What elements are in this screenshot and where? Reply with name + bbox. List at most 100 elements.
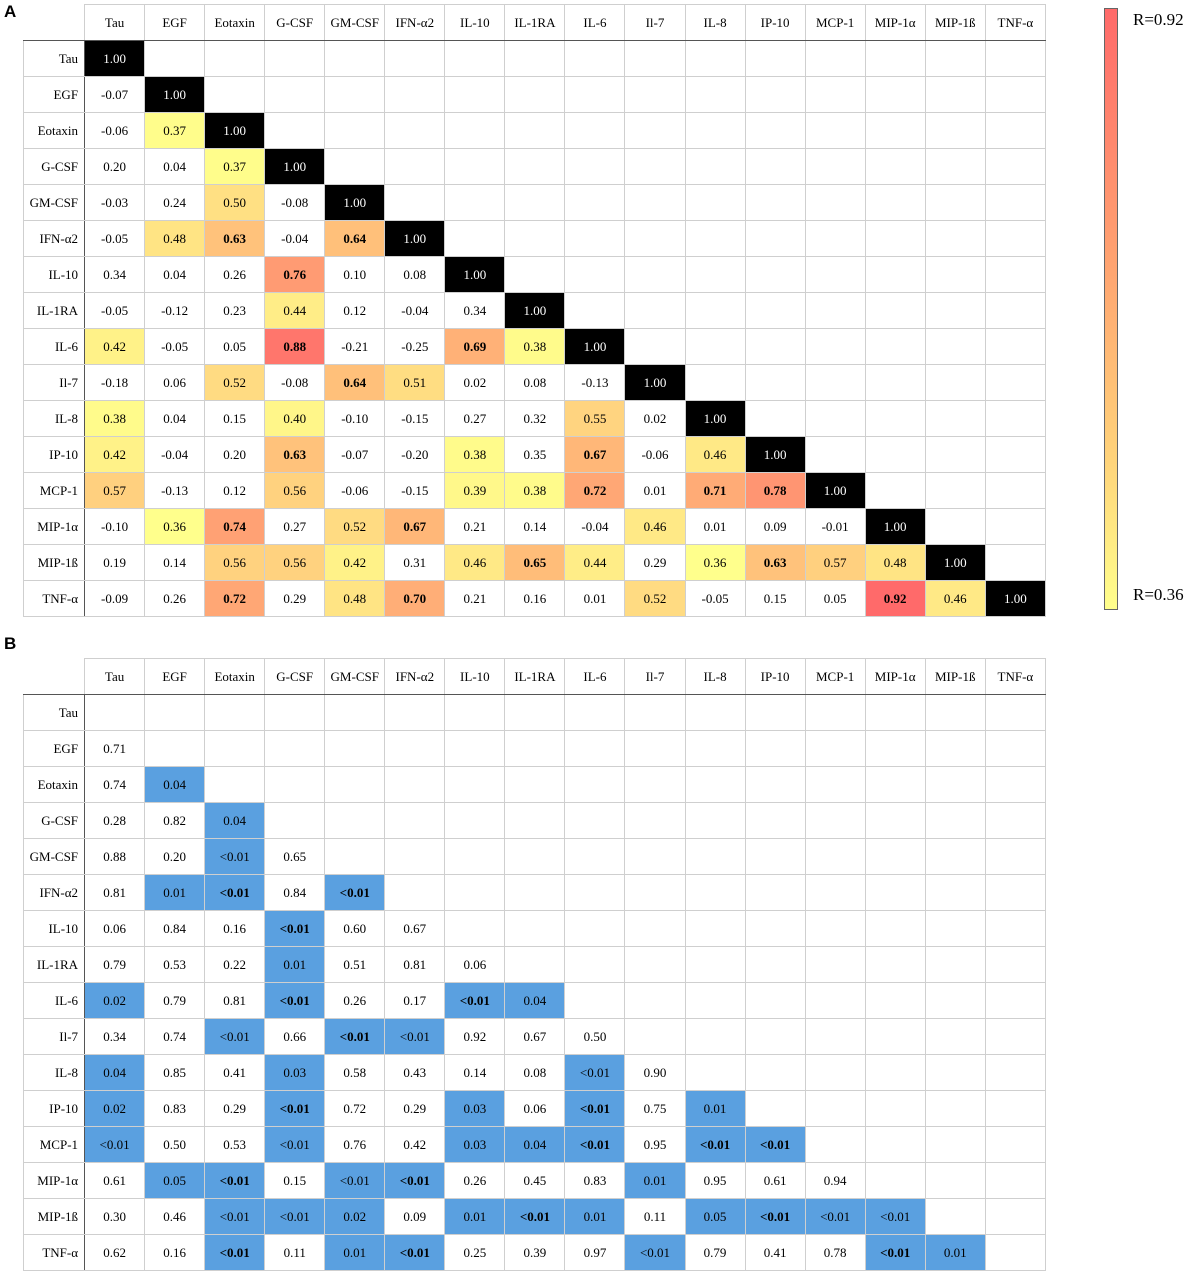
data-cell xyxy=(924,838,986,875)
data-cell: 0.16 xyxy=(144,1234,206,1271)
data-cell xyxy=(924,946,986,983)
data-cell: 0.95 xyxy=(624,1126,686,1163)
data-cell xyxy=(864,1126,926,1163)
data-cell: -0.13 xyxy=(144,472,206,509)
data-cell: 0.36 xyxy=(144,508,206,545)
data-cell: 0.23 xyxy=(204,292,266,329)
data-cell: 0.01 xyxy=(924,1234,986,1271)
column-header: MIP-1α xyxy=(864,4,926,41)
data-cell xyxy=(384,184,446,221)
data-cell: -0.05 xyxy=(84,292,146,329)
data-cell xyxy=(864,946,926,983)
row-header: IP-10 xyxy=(22,1090,86,1127)
data-cell: 0.04 xyxy=(204,802,266,839)
data-cell: 0.79 xyxy=(684,1234,746,1271)
data-cell: 0.90 xyxy=(624,1054,686,1091)
data-cell: 0.14 xyxy=(144,544,206,581)
data-cell: 0.40 xyxy=(264,400,326,437)
data-cell: 0.72 xyxy=(324,1090,386,1127)
data-cell xyxy=(984,76,1047,113)
data-cell: 0.05 xyxy=(204,328,266,365)
row-header: Eotaxin xyxy=(22,112,86,149)
data-cell: 0.57 xyxy=(84,472,146,509)
data-cell: -0.05 xyxy=(84,220,146,257)
data-cell: 0.05 xyxy=(684,1198,746,1235)
data-cell xyxy=(504,184,566,221)
data-cell xyxy=(924,472,986,509)
data-cell: 0.92 xyxy=(444,1018,506,1055)
data-cell xyxy=(564,802,626,839)
data-cell xyxy=(924,256,986,293)
data-cell: 0.65 xyxy=(264,838,326,875)
data-cell: 0.39 xyxy=(504,1234,566,1271)
data-cell xyxy=(564,148,626,185)
data-cell xyxy=(984,1198,1047,1235)
data-cell: 0.92 xyxy=(864,580,926,617)
data-cell xyxy=(684,694,746,731)
diagonal-cell: 1.00 xyxy=(624,364,686,401)
data-cell xyxy=(924,220,986,257)
data-cell: 0.01 xyxy=(624,1162,686,1199)
data-cell: -0.03 xyxy=(84,184,146,221)
data-cell xyxy=(384,76,446,113)
data-cell xyxy=(804,982,866,1019)
data-cell: 0.26 xyxy=(204,256,266,293)
data-cell xyxy=(684,328,746,365)
data-cell xyxy=(984,766,1047,803)
column-header: MCP-1 xyxy=(804,658,866,695)
data-cell xyxy=(504,76,566,113)
data-cell xyxy=(324,76,386,113)
data-cell xyxy=(984,328,1047,365)
data-cell xyxy=(744,292,806,329)
data-cell: 0.02 xyxy=(84,1090,146,1127)
data-cell xyxy=(564,730,626,767)
data-cell xyxy=(624,694,686,731)
data-cell: <0.01 xyxy=(264,1126,326,1163)
data-cell: 0.29 xyxy=(264,580,326,617)
data-cell: 0.36 xyxy=(684,544,746,581)
table-row: IL-10 0.34 0.04 0.26 0.76 0.10 0.08 1.00 xyxy=(22,256,1047,293)
data-cell: <0.01 xyxy=(204,1198,266,1235)
data-cell xyxy=(744,910,806,947)
column-header: Il-7 xyxy=(624,4,686,41)
row-header: IFN-α2 xyxy=(22,874,86,911)
colorbar-max-label: R=0.92 xyxy=(1133,10,1184,29)
data-cell: -0.05 xyxy=(684,580,746,617)
table-row: Tau xyxy=(22,694,1047,731)
data-cell xyxy=(624,148,686,185)
data-cell: -0.09 xyxy=(84,580,146,617)
data-cell xyxy=(264,40,326,77)
data-cell xyxy=(564,112,626,149)
row-header: IL-10 xyxy=(22,256,86,293)
data-cell xyxy=(744,946,806,983)
data-cell xyxy=(864,364,926,401)
data-cell xyxy=(264,76,326,113)
data-cell: 0.29 xyxy=(384,1090,446,1127)
data-cell: <0.01 xyxy=(384,1162,446,1199)
data-cell xyxy=(384,112,446,149)
column-header: Eotaxin xyxy=(204,658,266,695)
column-header: IL-10 xyxy=(444,658,506,695)
column-header: IL-6 xyxy=(564,658,626,695)
data-cell: 0.27 xyxy=(264,508,326,545)
data-cell: 0.03 xyxy=(444,1090,506,1127)
data-cell xyxy=(804,802,866,839)
table-row: IFN-α2 -0.05 0.48 0.63 -0.04 0.64 1.00 xyxy=(22,220,1047,257)
data-cell xyxy=(384,766,446,803)
data-cell xyxy=(864,256,926,293)
data-cell xyxy=(564,40,626,77)
data-cell xyxy=(804,946,866,983)
data-cell: 0.38 xyxy=(504,472,566,509)
data-cell xyxy=(444,40,506,77)
data-cell: 0.14 xyxy=(504,508,566,545)
data-cell xyxy=(804,436,866,473)
data-cell: 0.19 xyxy=(84,544,146,581)
column-header: Tau xyxy=(84,4,146,41)
data-cell xyxy=(744,1018,806,1055)
data-cell: <0.01 xyxy=(204,874,266,911)
data-cell xyxy=(924,184,986,221)
column-header: TNF-α xyxy=(984,658,1047,695)
data-cell: 0.38 xyxy=(504,328,566,365)
column-header: Eotaxin xyxy=(204,4,266,41)
data-cell: <0.01 xyxy=(504,1198,566,1235)
